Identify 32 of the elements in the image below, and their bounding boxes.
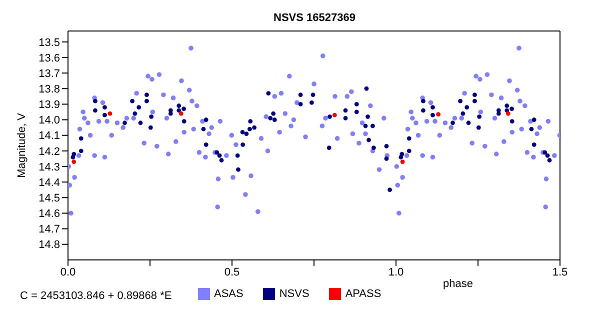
y-tick-label: 14.4 [38,176,60,189]
y-tick-label: 14.1 [38,130,60,142]
y-axis-title: Magnitude, V [16,112,28,178]
chart-title: NSVS 16527369 [272,12,356,24]
y-tick-label: 14.3 [38,161,60,174]
x-tick-label: 1.0 [388,266,404,279]
legend-label: ASAS [214,288,244,300]
point [108,111,112,116]
x-axis-title: phase [443,278,473,290]
y-tick-label: 13.6 [38,52,60,64]
y-tick-label: 13.7 [38,68,60,80]
y-tick-label: 14.8 [38,239,60,252]
y-tick-label: 13.9 [38,99,60,112]
x-tick-label: 1.5 [552,266,568,279]
y-tick-label: 14.7 [38,224,60,236]
x-tick-label: 0.0 [60,266,76,279]
y-tick-label: 14.5 [38,192,60,205]
x-tick-label: 0.5 [224,266,240,279]
y-tick-label: 14.0 [38,114,60,127]
text: C = 2453103.846 + 0.89868 *E [20,290,172,302]
point [400,160,405,164]
point [72,160,76,164]
legend-label: NSVS [279,288,310,300]
point [332,112,337,118]
y-tick-label: 14.6 [38,208,60,220]
point [506,111,510,116]
y-tick-label: 13.5 [38,36,60,49]
legend-label: APASS [345,288,382,300]
point [178,111,184,116]
y-tick-label: 13.8 [38,84,60,96]
point [436,112,441,117]
y-tick-label: 14.2 [38,146,60,158]
